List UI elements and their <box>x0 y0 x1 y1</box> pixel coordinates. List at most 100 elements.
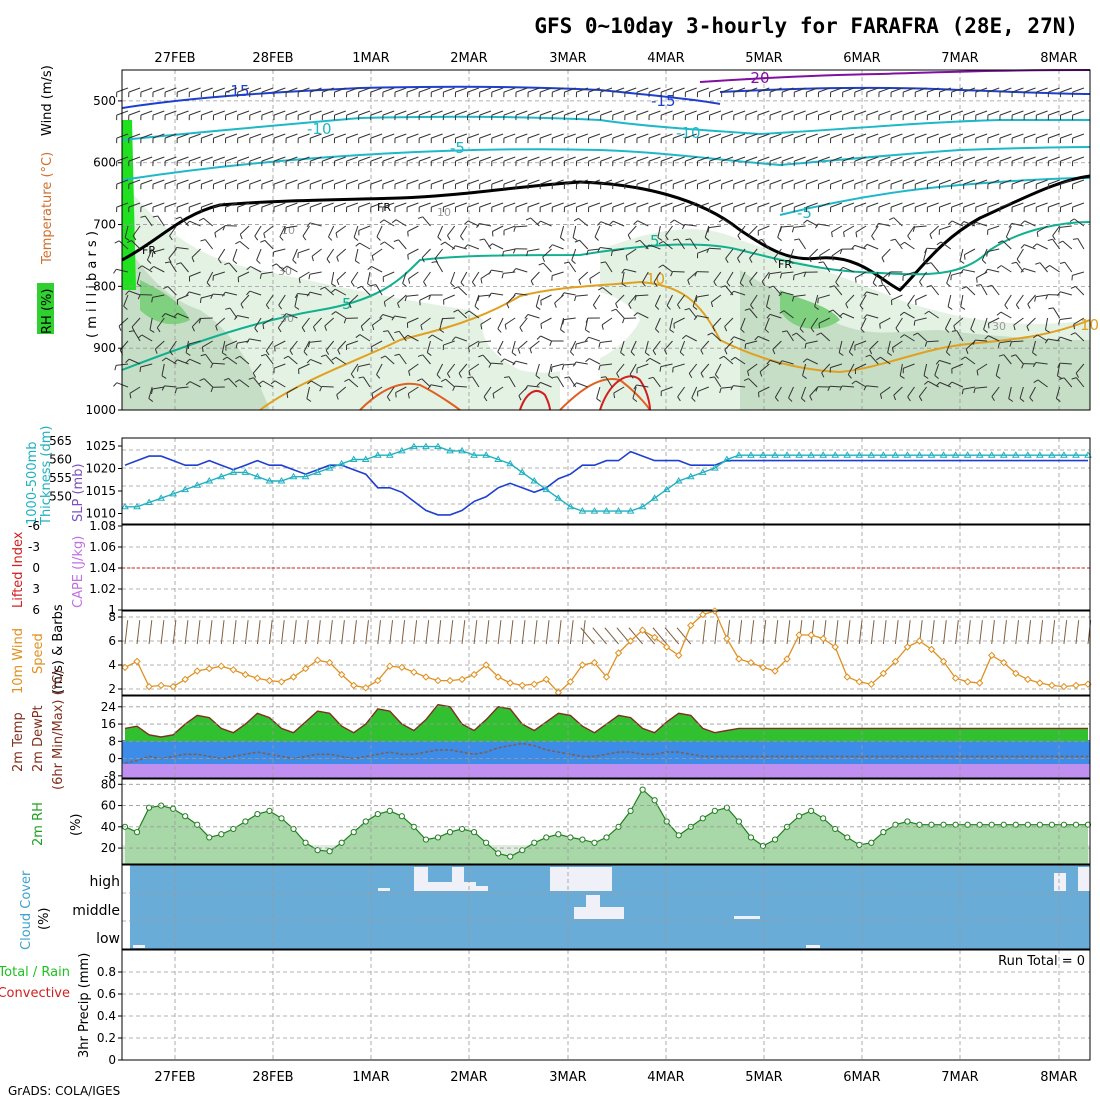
upper-air-ylabels: RH (%) Temperature (°C) Wind (m/s) ( m i… <box>37 65 100 338</box>
wind-barb-flag <box>584 336 589 342</box>
wind-barb-flag <box>879 393 883 399</box>
wind-barb-flag <box>154 348 158 354</box>
thickness-marker <box>349 455 358 462</box>
wind-barb-staff <box>552 110 564 116</box>
wind-barb-flag <box>774 397 779 402</box>
rh-marker <box>1072 821 1080 828</box>
wind-barb-staff <box>189 202 201 208</box>
wind-barb-staff <box>1013 317 1024 326</box>
wind-barb-staff <box>249 133 262 139</box>
wind-barb-staff <box>563 317 576 321</box>
wind-barb-staff <box>177 359 189 365</box>
wind-barb-staff <box>491 362 504 365</box>
wind-barb-flag <box>360 326 364 332</box>
wind-barb-flag <box>804 343 807 349</box>
wind-barb-flag <box>666 305 671 310</box>
wind-barb-staff <box>831 248 843 257</box>
wind-barb-flag <box>981 259 987 264</box>
wind-barb-flag <box>855 232 858 238</box>
rh-marker <box>133 829 141 836</box>
wind-barb-flag <box>658 264 664 269</box>
wind-barb-staff <box>431 334 443 342</box>
wind-barb-staff <box>661 87 673 93</box>
wind-barb-flag <box>234 379 240 383</box>
wind-barb-staff <box>621 271 625 284</box>
wind-barb-flag <box>895 327 900 333</box>
wind-barb-flag <box>355 334 361 338</box>
label-neg10b: -10 <box>676 124 701 142</box>
thickness-marker <box>735 451 743 458</box>
wind-barb-staff <box>164 385 177 388</box>
wind-barb-staff <box>927 156 939 162</box>
rh-marker <box>230 825 237 833</box>
wind-speed-marker <box>590 658 599 667</box>
wind-barb-flag <box>536 220 541 225</box>
wind-barb-staff <box>963 386 976 390</box>
wind-barb-staff <box>624 268 637 273</box>
wind-barb-flag <box>538 262 544 266</box>
wind-barb-staff <box>721 110 734 116</box>
wind-barb-staff <box>987 156 1000 162</box>
rh-marker <box>290 825 297 833</box>
thickness-tick: 560 <box>49 453 72 467</box>
wind-barb-flag <box>350 281 355 287</box>
wind-barb-staff <box>999 202 1012 208</box>
wind-barb-staff <box>503 110 516 116</box>
wind-barb-flag <box>224 262 230 266</box>
wind-barb-flag <box>529 348 532 354</box>
wind-barb-staff <box>769 202 782 208</box>
rh-marker <box>254 810 261 818</box>
wind-barb-flag <box>665 235 669 241</box>
wind-barb-flag <box>739 282 745 287</box>
wind-barb-staff <box>1049 265 1060 273</box>
wind-barb-staff <box>434 248 443 259</box>
wind-barb-flag <box>613 393 616 399</box>
thickness-marker <box>590 507 599 514</box>
rh-marker <box>422 836 430 843</box>
wind-barb-staff <box>769 110 782 116</box>
rh-marker <box>1084 821 1092 828</box>
wind-barb-flag <box>447 235 451 241</box>
surface-wind-barb <box>425 620 430 645</box>
top-date-3mar: 3MAR <box>549 51 586 66</box>
wind-barb-staff <box>152 133 165 139</box>
wind-barb-staff <box>455 179 467 185</box>
wind-barb-flag <box>654 305 660 310</box>
wind-barb-staff <box>923 248 928 261</box>
wind-barb-staff <box>397 294 407 304</box>
wind-barb-staff <box>261 179 274 185</box>
thickness-marker <box>325 464 334 471</box>
wind-barb-flag <box>200 353 206 357</box>
wind-barb-staff <box>515 202 528 208</box>
ylabel-millibars: ( m i l l i b a r s ) <box>85 231 100 338</box>
wind-barb-staff <box>975 386 988 389</box>
wind-barb-staff <box>527 133 540 139</box>
wind-barb-flag <box>491 231 494 237</box>
wind-barb-staff <box>903 133 915 139</box>
surface-wind-barb <box>1063 620 1068 645</box>
rh-marker <box>796 813 803 820</box>
top-date-4mar: 4MAR <box>647 51 684 66</box>
wind-speed-marker <box>638 626 647 634</box>
wind-barb-staff <box>189 179 201 185</box>
surface-wind-barb <box>931 620 935 645</box>
wind-barb-flag <box>973 388 976 394</box>
wind-barb-staff <box>384 241 395 250</box>
wind-barb-flag <box>681 224 686 230</box>
wind-barb-flag <box>1034 296 1037 302</box>
wind-speed-marker <box>723 634 731 643</box>
wind-barb-staff <box>903 179 915 185</box>
thickness-tick: 550 <box>49 490 72 504</box>
wind-barb-staff <box>239 225 250 235</box>
wind-barb-staff <box>540 294 552 301</box>
wind-barb-staff <box>612 110 625 116</box>
wind-barb-flag <box>724 326 728 332</box>
wind-barb-staff <box>782 179 794 185</box>
wind-barb-staff <box>431 202 443 208</box>
wind-speed-marker <box>819 634 827 643</box>
wind-barb-flag <box>263 233 266 239</box>
thickness-marker <box>879 451 888 458</box>
surface-wind-barb <box>738 620 743 645</box>
